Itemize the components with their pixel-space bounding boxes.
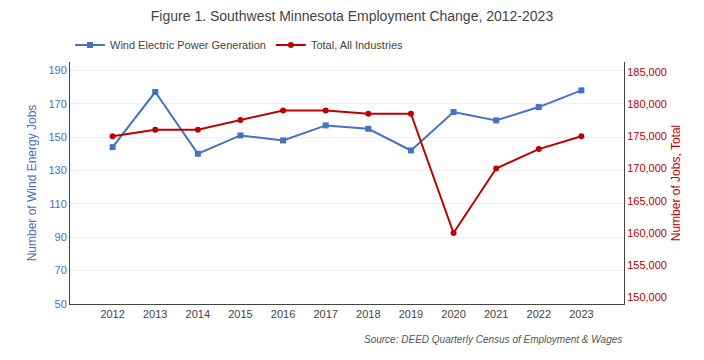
svg-text:2013: 2013 (143, 308, 167, 320)
svg-text:180,000: 180,000 (627, 98, 667, 110)
svg-text:110: 110 (49, 198, 67, 210)
svg-text:2015: 2015 (228, 308, 252, 320)
svg-text:2022: 2022 (527, 308, 551, 320)
svg-text:2012: 2012 (100, 308, 124, 320)
svg-text:170,000: 170,000 (627, 162, 667, 174)
svg-text:50: 50 (55, 298, 67, 310)
svg-text:2014: 2014 (186, 308, 210, 320)
svg-text:160,000: 160,000 (627, 227, 667, 239)
svg-text:2019: 2019 (399, 308, 423, 320)
svg-text:155,000: 155,000 (627, 259, 667, 271)
svg-text:Source: DEED Quarterly Census: Source: DEED Quarterly Census of Employm… (364, 334, 622, 345)
svg-text:150,000: 150,000 (627, 291, 667, 303)
svg-text:165,000: 165,000 (627, 195, 667, 207)
svg-text:2020: 2020 (441, 308, 465, 320)
svg-text:Figure 1. Southwest Minnesota: Figure 1. Southwest Minnesota Employment… (151, 8, 554, 24)
svg-text:2018: 2018 (356, 308, 380, 320)
svg-text:70: 70 (55, 264, 67, 276)
svg-text:Number of Jobs, Total: Number of Jobs, Total (669, 125, 683, 242)
svg-text:2016: 2016 (271, 308, 295, 320)
svg-text:130: 130 (48, 164, 66, 176)
svg-text:2017: 2017 (313, 308, 337, 320)
svg-text:2021: 2021 (484, 308, 508, 320)
svg-text:Number of Wind Energy Jobs: Number of Wind Energy Jobs (25, 105, 39, 262)
svg-text:175,000: 175,000 (627, 130, 667, 142)
svg-text:90: 90 (55, 231, 67, 243)
svg-text:2023: 2023 (569, 308, 593, 320)
svg-text:190: 190 (48, 64, 66, 76)
svg-text:Wind Electric Power Generation: Wind Electric Power Generation (110, 39, 266, 51)
svg-text:185,000: 185,000 (627, 66, 667, 78)
svg-text:170: 170 (48, 98, 66, 110)
svg-text:Total, All Industries: Total, All Industries (311, 39, 403, 51)
svg-text:150: 150 (48, 131, 66, 143)
